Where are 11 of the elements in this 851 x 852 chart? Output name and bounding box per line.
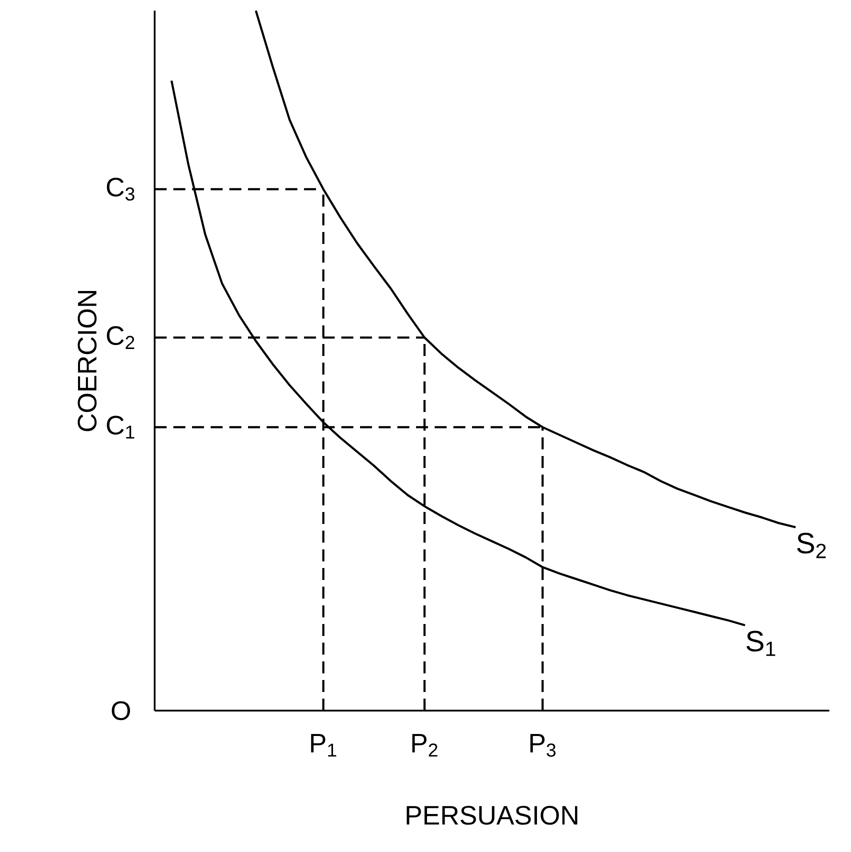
- series-label: C$_{3}$: [107, 178, 134, 201]
- series-label: C$_{1}$: [107, 416, 134, 439]
- series-label: S$_{2}$: [797, 532, 826, 558]
- x-axis-title: PERSUASION: [406, 806, 578, 825]
- y-axis-title: COERCION: [78, 290, 97, 432]
- series-label: S$_{1}$: [746, 630, 776, 656]
- x-tick-label: P$_{2}$: [412, 734, 438, 757]
- x-tick-label: P$_{3}$: [530, 734, 556, 757]
- x-tick-label: P$_{1}$: [311, 734, 336, 757]
- series-label: C$_{2}$: [107, 326, 134, 349]
- text: O: [112, 701, 130, 720]
